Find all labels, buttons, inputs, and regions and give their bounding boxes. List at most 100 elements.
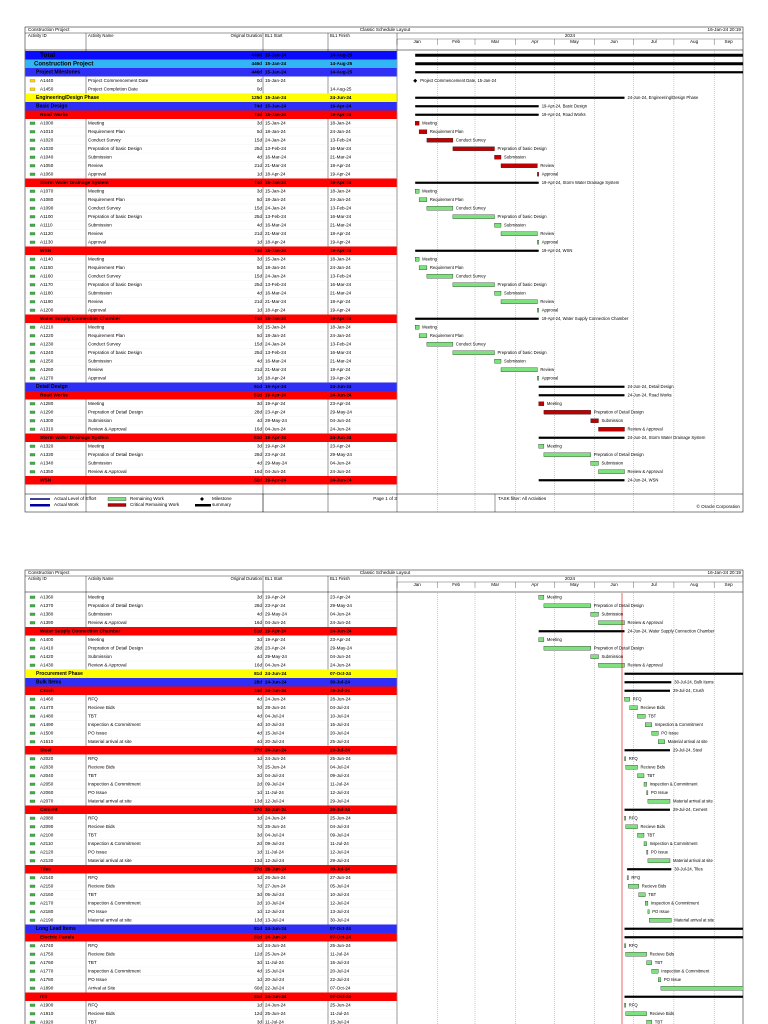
cell-id: A1370 bbox=[40, 603, 54, 608]
cell-id: A1280 bbox=[40, 401, 54, 406]
row-band bbox=[25, 102, 397, 111]
cell-start: 16-Mar-24 bbox=[265, 290, 287, 295]
activity-icon bbox=[29, 410, 36, 414]
gantt: Project Commencement Date, 15-Jan-24 24-J… bbox=[413, 53, 743, 482]
summary-bar bbox=[624, 672, 743, 675]
cell-name: Storm Water Drainage System bbox=[40, 435, 109, 441]
cell-id: A1010 bbox=[40, 129, 54, 134]
activity-bar bbox=[426, 274, 454, 279]
cell-name: Cement bbox=[40, 807, 58, 813]
cell-duration: 51d bbox=[254, 477, 262, 482]
cell-finish: 27-Jun-24 bbox=[330, 875, 351, 880]
year: 2024 bbox=[565, 33, 576, 38]
bar-label: Approval bbox=[542, 239, 559, 244]
cell-finish: 12-Jul-24 bbox=[330, 900, 350, 905]
cell-finish: 23-Apr-24 bbox=[330, 594, 351, 599]
cell-name: Detail Design bbox=[36, 384, 68, 390]
bar-label: Approval bbox=[542, 307, 559, 312]
cell-duration: 51d bbox=[254, 435, 262, 440]
bar-label: Meeting bbox=[422, 120, 438, 125]
row-band bbox=[25, 686, 397, 695]
activity-bar bbox=[598, 427, 625, 432]
cell-name: Requirement Plan bbox=[88, 265, 125, 270]
cell-name: Project Commencement Date bbox=[88, 78, 149, 83]
bar-label: Prepration of basic Design bbox=[498, 214, 548, 219]
cell-finish: 13-Feb-24 bbox=[330, 273, 352, 278]
cell-id: A1770 bbox=[40, 968, 54, 973]
legend-swatch bbox=[200, 497, 204, 501]
activity-bar bbox=[418, 265, 428, 270]
cell-finish: 14-Aug-25 bbox=[330, 52, 353, 57]
cell-finish: 14-Aug-25 bbox=[330, 61, 353, 66]
activity-icon bbox=[29, 604, 36, 608]
activity-icon bbox=[29, 121, 36, 125]
cell-start: 12-Jul-24 bbox=[265, 909, 285, 914]
bar-label: Review & Approval bbox=[628, 426, 663, 431]
cell-id: A1160 bbox=[40, 273, 53, 278]
month-label: Apr bbox=[531, 39, 539, 44]
activity-icon bbox=[29, 1003, 36, 1007]
activity-icon bbox=[29, 978, 36, 982]
month-label: Feb bbox=[452, 582, 460, 587]
cell-duration: 25d bbox=[254, 214, 262, 219]
cell-duration: 5d bbox=[257, 333, 263, 338]
bar-label: Meeting bbox=[422, 324, 438, 329]
cell-duration: 74d bbox=[254, 248, 262, 253]
bar-label: 30-Jul-24, Bulk Items bbox=[674, 679, 713, 684]
cell-id: A2170 bbox=[40, 900, 54, 905]
activity-bar bbox=[649, 918, 672, 923]
bar-label: Prepration of basic Design bbox=[498, 350, 548, 355]
cell-finish: 19-Apr-24 bbox=[330, 180, 352, 185]
cell-id: A1250 bbox=[40, 358, 54, 363]
bar-label: Submission bbox=[504, 358, 526, 363]
cell-start: 13-Feb-24 bbox=[265, 146, 287, 151]
cell-duration: 4d bbox=[257, 713, 263, 718]
cell-id: A1140 bbox=[40, 256, 53, 261]
bar-label: PO Issue bbox=[652, 909, 670, 914]
cell-id: A2130 bbox=[40, 858, 54, 863]
cell-start: 24-Jan-24 bbox=[265, 273, 286, 278]
bar-label: Recieve Bids bbox=[650, 1011, 674, 1016]
activity-bar bbox=[646, 1020, 652, 1024]
bar-label: RFQ bbox=[629, 943, 639, 948]
page-number: Page 1 of 3 bbox=[373, 496, 397, 501]
cell-id: A1230 bbox=[40, 341, 54, 346]
cell-start: 25-Jun-24 bbox=[265, 824, 286, 829]
cell-id: A1050 bbox=[40, 163, 54, 168]
activity-icon bbox=[29, 376, 36, 380]
cell-name: Meeting bbox=[88, 324, 105, 329]
cell-duration: 15d bbox=[254, 341, 262, 346]
cell-finish: 25-Jun-24 bbox=[330, 756, 351, 761]
cell-name: Recieve Bids bbox=[88, 951, 116, 956]
activity-icon bbox=[29, 359, 36, 363]
cell-duration: 28d bbox=[254, 679, 262, 684]
cell-name: Basic Design bbox=[36, 104, 67, 110]
activity-icon bbox=[29, 334, 36, 338]
activity-icon bbox=[29, 283, 36, 287]
cell-duration: 74d bbox=[254, 103, 262, 108]
cell-duration: 1d bbox=[257, 790, 263, 795]
cell-name: ITS bbox=[40, 994, 48, 1000]
cell-name: Conduct Survey bbox=[88, 341, 121, 346]
cell-duration: 28d bbox=[254, 603, 262, 608]
cell-finish: 24-Jan-24 bbox=[330, 197, 351, 202]
activity-bar bbox=[538, 595, 545, 600]
activity-bar bbox=[494, 223, 502, 228]
cell-finish: 29-May-24 bbox=[330, 409, 352, 414]
cell-duration: 0d bbox=[257, 78, 263, 83]
activity-icon bbox=[29, 638, 36, 642]
cell-name: Meeting bbox=[88, 256, 105, 261]
cell-finish: 05-Jul-24 bbox=[330, 883, 350, 888]
summary-bar bbox=[415, 249, 539, 252]
cell-start: 16-Mar-24 bbox=[265, 222, 287, 227]
activity-bar bbox=[625, 952, 647, 957]
bar-label: Recieve Bids bbox=[641, 824, 665, 829]
month-label: Sep bbox=[725, 39, 734, 44]
activity-bar bbox=[452, 282, 495, 287]
cell-name: Meeting bbox=[88, 443, 105, 448]
cell-name: Inspection & Commitment bbox=[88, 722, 141, 727]
activity-bar bbox=[418, 197, 428, 202]
bar-label: TBT bbox=[647, 773, 655, 778]
summary-bar bbox=[538, 479, 625, 482]
